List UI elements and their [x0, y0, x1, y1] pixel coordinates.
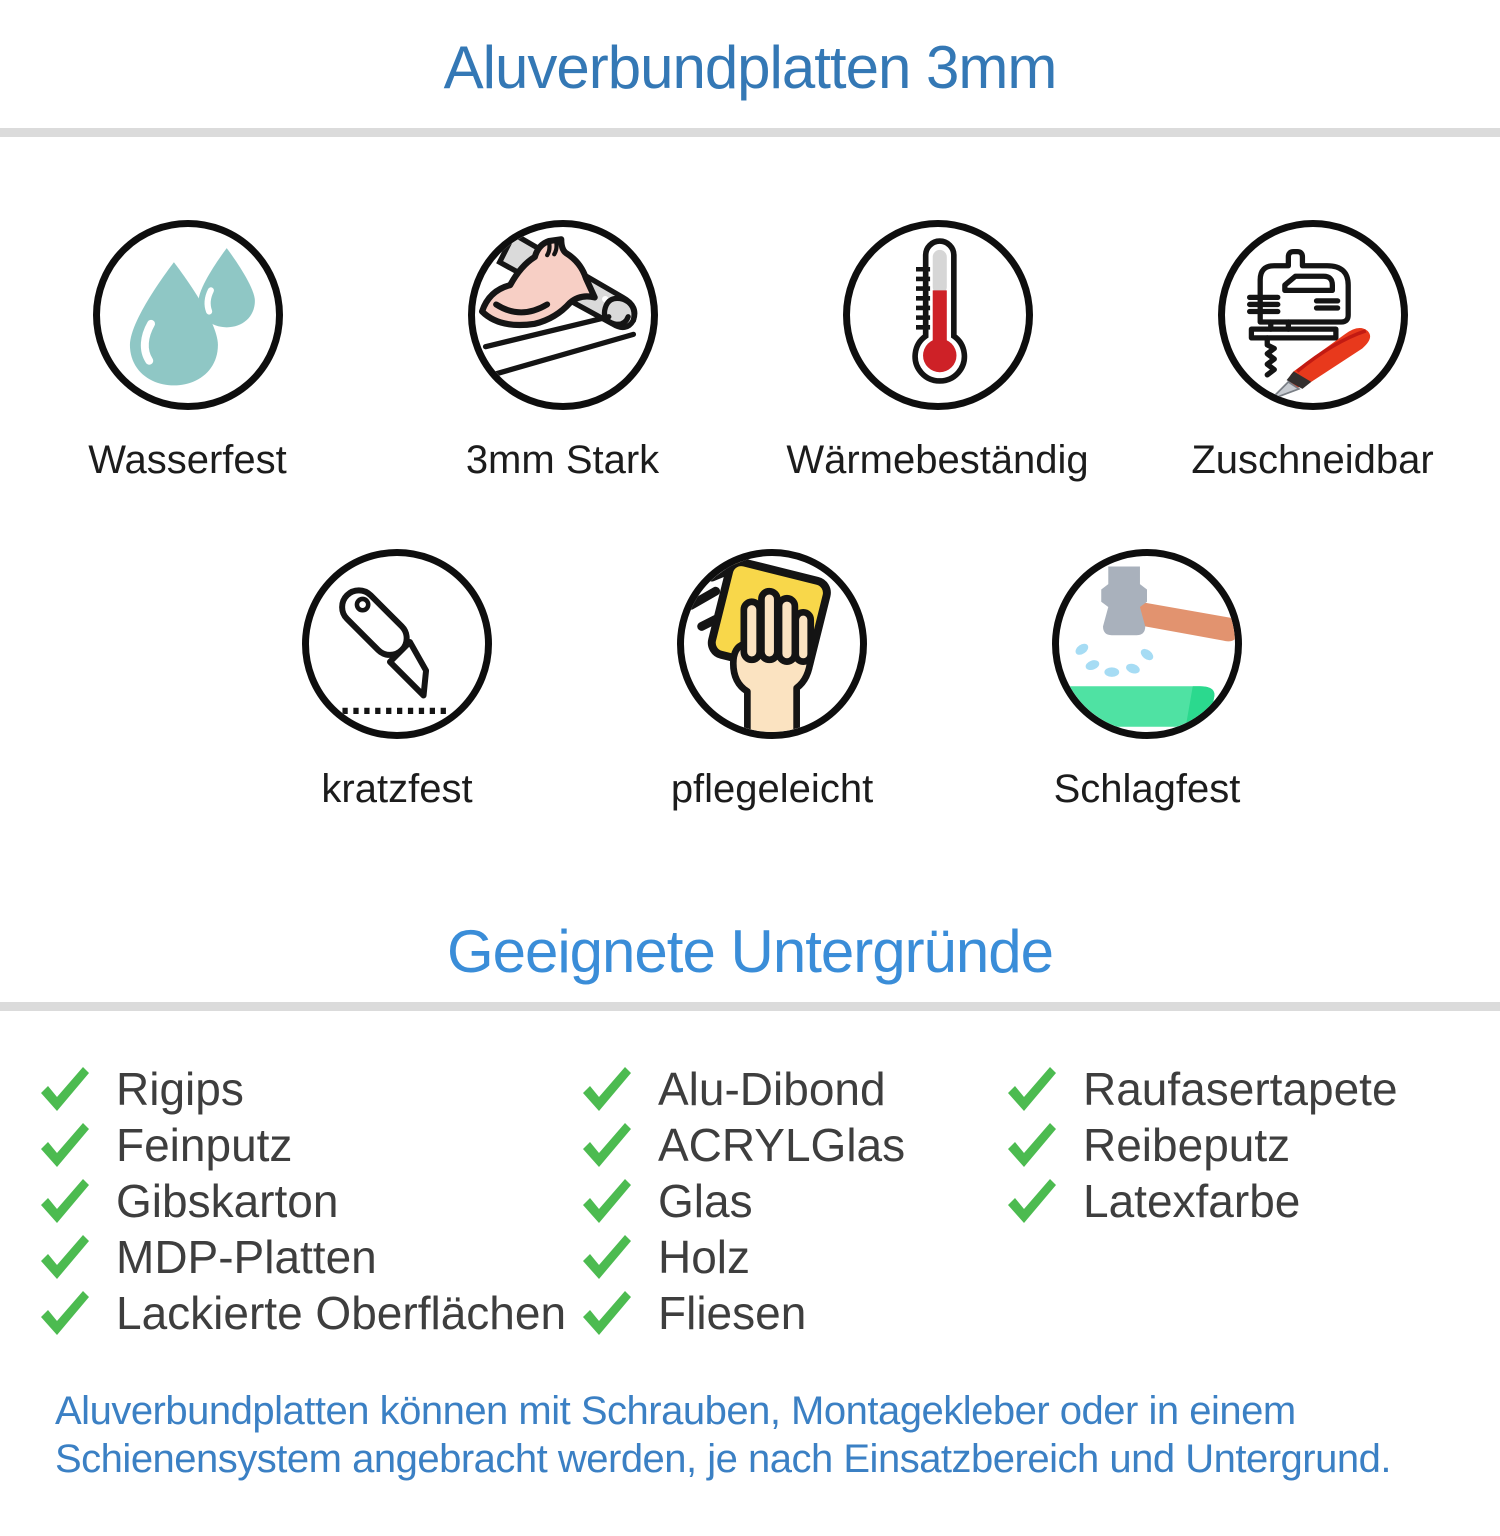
feature-circle — [467, 220, 658, 410]
utility-knife-icon — [339, 587, 452, 715]
substrates-column-1: Rigips Feinputz Gibskarton MDP-Platten L… — [0, 1061, 580, 1341]
feature-label: Wasserfest — [88, 438, 287, 482]
list-item: Reibeputz — [1005, 1117, 1445, 1173]
mounting-note-line-2: Schienensystem angebracht werden, je nac… — [55, 1437, 1391, 1481]
feature-label: Wärmebeständig — [786, 438, 1089, 482]
page-title: Aluverbundplatten 3mm — [443, 34, 1058, 101]
feature-label: Zuschneidbar — [1191, 438, 1434, 482]
check-icon — [41, 1291, 89, 1335]
infographic-page: { "header": { "title": "Aluverbundplatte… — [0, 36, 1500, 1536]
cleaning-hand-icon — [686, 558, 831, 732]
check-icon — [1008, 1067, 1056, 1111]
feature-kratzfest: kratzfest — [210, 549, 585, 812]
list-item: Rigips — [38, 1061, 580, 1117]
feature-label: Schlagfest — [1053, 767, 1241, 811]
substrates-column-3: Raufasertapete Reibeputz Latexfarbe — [1005, 1061, 1445, 1229]
check-icon — [583, 1067, 631, 1111]
list-item-label: Gibskarton — [116, 1175, 339, 1227]
list-item-label: Latexfarbe — [1083, 1175, 1301, 1227]
list-item-label: Raufasertapete — [1083, 1063, 1398, 1115]
list-item: MDP-Platten — [38, 1229, 580, 1285]
list-item-label: Holz — [658, 1231, 751, 1283]
check-icon — [1008, 1179, 1056, 1223]
jigsaw-icon — [1246, 249, 1370, 401]
list-item: Glas — [580, 1173, 1005, 1229]
thermometer-icon — [911, 238, 967, 384]
feature-circle — [1217, 220, 1408, 410]
check-icon — [41, 1179, 89, 1223]
list-item-label: Lackierte Oberflächen — [116, 1287, 567, 1339]
mounting-note-line-1: Aluverbundplatten können mit Schrauben, … — [55, 1389, 1296, 1433]
water-drops-icon — [129, 248, 255, 386]
list-item-label: MDP-Platten — [116, 1231, 377, 1283]
substrates-column-2: Alu-Dibond ACRYLGlas Glas Holz Fliesen — [580, 1061, 1005, 1341]
feature-label: pflegeleicht — [670, 767, 874, 811]
feature-pflegeleicht: pflegeleicht — [585, 549, 960, 812]
list-item: ACRYLGlas — [580, 1117, 1005, 1173]
divider — [0, 1002, 1500, 1011]
feature-circle — [302, 549, 492, 739]
feature-circle — [1052, 549, 1242, 739]
feature-waermebestaendig: Wärmebeständig — [750, 220, 1125, 483]
divider — [0, 128, 1500, 137]
list-item: Alu-Dibond — [580, 1061, 1005, 1117]
feature-circle — [677, 549, 867, 739]
muscle-arm-icon — [478, 230, 637, 378]
list-item-label: Reibeputz — [1083, 1119, 1291, 1171]
feature-wasserfest: Wasserfest — [0, 220, 375, 483]
list-item: Lackierte Oberflächen — [38, 1285, 580, 1341]
list-item-label: Alu-Dibond — [658, 1063, 886, 1115]
feature-circle — [92, 220, 283, 410]
list-item: Gibskarton — [38, 1173, 580, 1229]
section-title-untergruende: Geeignete Untergründe — [446, 918, 1054, 985]
check-icon — [583, 1235, 631, 1279]
list-item-label: Rigips — [116, 1063, 244, 1115]
check-icon — [41, 1067, 89, 1111]
check-icon — [583, 1291, 631, 1335]
list-item-label: Glas — [658, 1175, 753, 1227]
list-item: Feinputz — [38, 1117, 580, 1173]
feature-row-1: Wasserfest 3mm Stark — [0, 220, 1500, 483]
hammer-icon — [1059, 566, 1235, 727]
feature-row-2: kratzfest pflegeleicht — [0, 549, 1500, 812]
list-item-label: Feinputz — [116, 1119, 293, 1171]
feature-circle — [842, 220, 1033, 410]
mounting-note: Aluverbundplatten können mit Schrauben, … — [0, 1387, 1500, 1483]
list-item: Fliesen — [580, 1285, 1005, 1341]
feature-label: kratzfest — [321, 767, 473, 811]
feature-3mm-stark: 3mm Stark — [375, 220, 750, 483]
check-icon — [583, 1179, 631, 1223]
check-icon — [1008, 1123, 1056, 1167]
check-icon — [583, 1123, 631, 1167]
list-item: Raufasertapete — [1005, 1061, 1445, 1117]
list-item: Latexfarbe — [1005, 1173, 1445, 1229]
feature-label: 3mm Stark — [465, 438, 660, 482]
feature-schlagfest: Schlagfest — [960, 549, 1335, 812]
list-item-label: ACRYLGlas — [658, 1119, 906, 1171]
list-item-label: Fliesen — [658, 1287, 807, 1339]
check-icon — [41, 1235, 89, 1279]
substrates-list: Rigips Feinputz Gibskarton MDP-Platten L… — [0, 1061, 1500, 1341]
check-icon — [41, 1123, 89, 1167]
list-item: Holz — [580, 1229, 1005, 1285]
feature-zuschneidbar: Zuschneidbar — [1125, 220, 1500, 483]
